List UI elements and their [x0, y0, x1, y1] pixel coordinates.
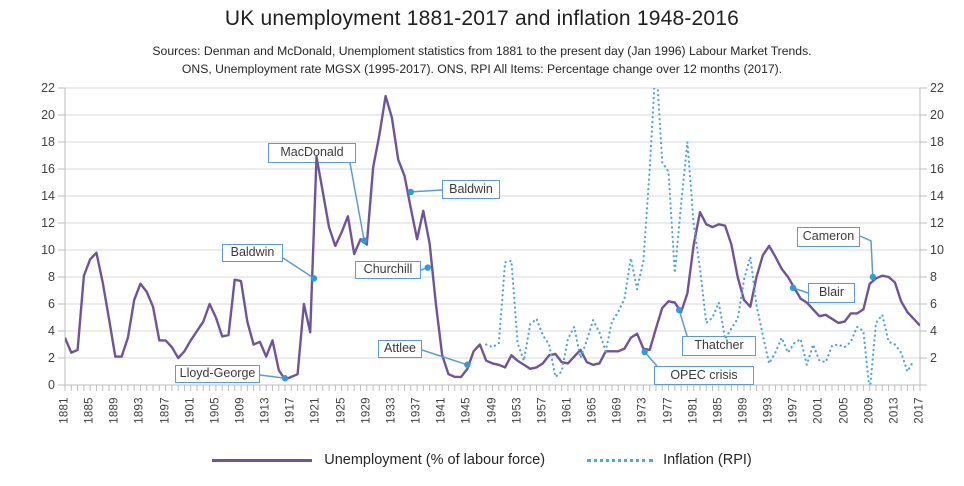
x-axis-label: 1893: [133, 397, 146, 424]
y-axis-label-right: 12: [930, 215, 944, 230]
annotations-layer: Lloyd-George Baldwin MacDonald Baldwin Churc…: [65, 88, 920, 385]
x-axis-label: 1881: [58, 397, 71, 424]
x-axis-label: 1925: [335, 397, 348, 424]
y-axis-label-right: 16: [930, 161, 944, 176]
y-axis-label-right: 8: [930, 269, 937, 284]
x-axis-label: 1973: [636, 397, 649, 424]
x-axis-label: 1885: [83, 397, 96, 424]
y-axis-label-left: 10: [41, 242, 55, 257]
x-axis-label: 1929: [360, 397, 373, 424]
x-axis-label: 1953: [511, 397, 524, 424]
y-axis-label-left: 22: [41, 80, 55, 95]
y-axis-label-left: 20: [41, 107, 55, 122]
x-axis-label: 1989: [737, 397, 750, 424]
x-axis-label: 2017: [913, 397, 926, 424]
x-axis-label: 1961: [561, 397, 574, 424]
legend: Unemployment (% of labour force) Inflati…: [0, 452, 964, 468]
y-axis-label-right: 2: [930, 350, 937, 365]
annotation-baldwin: Baldwin: [442, 180, 500, 199]
annotation-opec-crisis: OPEC crisis: [654, 366, 754, 385]
y-axis-label-right: 6: [930, 296, 937, 311]
x-axis-label: 1957: [536, 397, 549, 424]
y-axis-label-left: 2: [48, 350, 55, 365]
x-axis-label: 1993: [762, 397, 775, 424]
x-axis-label: 1949: [486, 397, 498, 424]
x-axis-label: 1897: [159, 397, 172, 424]
inflation-line-swatch: [587, 458, 654, 462]
y-axis-label-right: 10: [930, 242, 944, 257]
x-axis-label: 1945: [460, 397, 473, 424]
x-axis-label: 1909: [234, 397, 247, 424]
chart-title: UK unemployment 1881-2017 and inflation …: [224, 7, 740, 30]
y-axis-label-right: 14: [930, 188, 944, 203]
x-axis-label: 1917: [284, 397, 297, 424]
annotation-lloyd-george: Lloyd-George: [175, 365, 260, 383]
y-axis-label-left: 6: [48, 296, 55, 311]
annotation-cameron: Cameron: [797, 227, 860, 247]
y-axis-label-left: 14: [41, 188, 55, 203]
x-axis-label: 1997: [787, 397, 800, 424]
annotation-attlee: Attlee: [378, 340, 422, 358]
x-axis-label: 1889: [108, 397, 121, 424]
x-axis-label: 1901: [184, 397, 197, 424]
y-axis-label-left: 8: [48, 269, 55, 284]
x-axis-label: 1921: [309, 397, 322, 424]
y-axis-label-right: 20: [930, 107, 944, 122]
x-axis-label: 1933: [385, 397, 398, 424]
y-axis-label-left: 12: [41, 215, 55, 230]
x-axis-label: 1981: [687, 397, 700, 424]
x-axis-label: 2005: [838, 397, 851, 424]
annotation-baldwin: Baldwin: [222, 244, 283, 262]
plot-area: Lloyd-George Baldwin MacDonald Baldwin Churc…: [58, 87, 927, 391]
annotation-churchill: Churchill: [355, 261, 421, 279]
y-axis-label-right: 4: [930, 323, 937, 338]
y-axis-label-left: 18: [41, 134, 55, 149]
y-axis-label-right: 18: [930, 134, 944, 149]
x-axis-label: 1941: [435, 397, 448, 424]
x-axis-label: 1937: [410, 397, 423, 424]
legend-label-inflation: Inflation (RPI): [663, 452, 752, 468]
y-axis-label-left: 4: [48, 323, 55, 338]
unemployment-line-swatch: [212, 458, 313, 462]
x-axis-label: 1905: [209, 397, 222, 424]
x-axis-label: 1985: [712, 397, 725, 424]
y-axis-label-right: 22: [930, 80, 944, 95]
sources-line-2: ONS, Unemployment rate MGSX (1995-2017).…: [181, 62, 783, 76]
annotation-macdonald: MacDonald: [268, 143, 356, 163]
annotation-blair: Blair: [808, 283, 855, 303]
x-axis-label: 1965: [586, 397, 599, 424]
annotation-thatcher: Thatcher: [682, 336, 756, 356]
y-axis-label-left: 0: [48, 377, 55, 392]
legend-label-unemployment: Unemployment (% of labour force): [324, 452, 546, 468]
x-axis-label: 1913: [259, 397, 272, 424]
x-axis-label: 1977: [662, 397, 675, 424]
x-axis-label: 1969: [611, 397, 624, 424]
y-axis-label-left: 16: [41, 161, 55, 176]
x-axis-label: 2009: [863, 397, 876, 424]
x-axis-label: 2001: [812, 397, 825, 424]
sources-line-1: Sources: Denman and McDonald, Unemplomen…: [152, 44, 812, 58]
x-axis-label: 2013: [888, 397, 901, 424]
